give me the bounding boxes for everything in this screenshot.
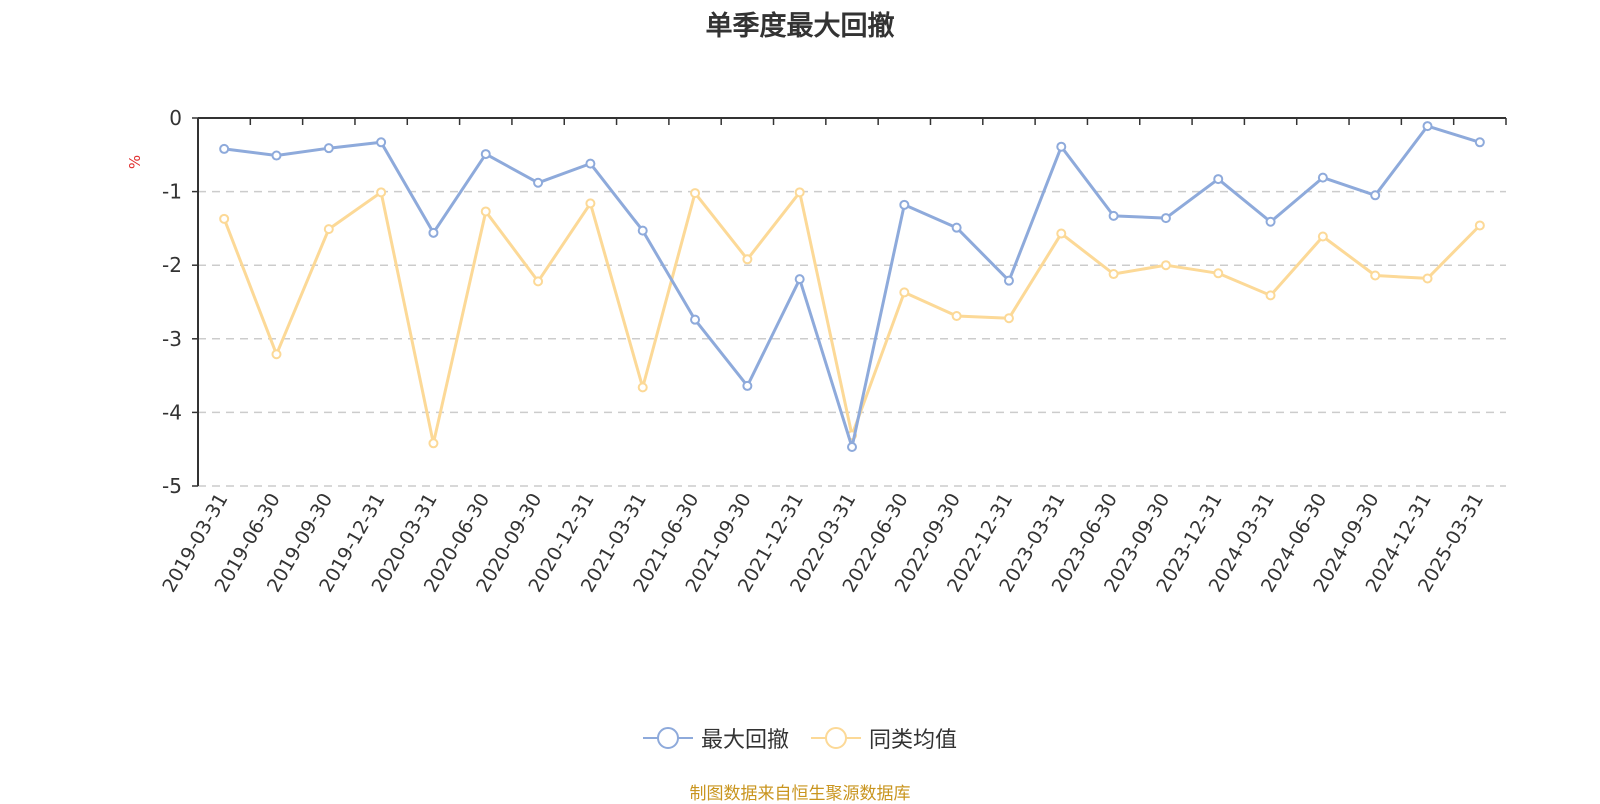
source-note: 制图数据来自恒生聚源数据库 (689, 784, 911, 804)
data-point-series-0[interactable] (219, 143, 230, 154)
data-point-series-0[interactable] (1317, 172, 1328, 183)
data-point-series-1[interactable] (533, 276, 544, 287)
data-point-series-1[interactable] (271, 349, 282, 360)
data-point-series-1[interactable] (585, 198, 596, 209)
data-point-series-1[interactable] (1056, 228, 1067, 239)
data-point-series-1[interactable] (951, 310, 962, 321)
data-point-series-0[interactable] (428, 227, 439, 238)
data-point-series-1[interactable] (899, 287, 910, 298)
data-point-series-1[interactable] (1265, 290, 1276, 301)
data-point-series-0[interactable] (376, 137, 387, 148)
data-point-series-1[interactable] (794, 187, 805, 198)
data-point-series-1[interactable] (1422, 273, 1433, 284)
series-line-0 (224, 124, 1481, 449)
data-point-series-0[interactable] (480, 149, 491, 160)
data-point-series-0[interactable] (1265, 216, 1276, 227)
data-point-series-1[interactable] (742, 254, 753, 265)
data-point-series-1[interactable] (1317, 231, 1328, 242)
data-point-series-1[interactable] (1370, 270, 1381, 281)
data-point-series-0[interactable] (899, 199, 910, 210)
legend: 最大回撤 同类均值 (0, 722, 1600, 754)
y-tick-label: 0 (169, 106, 182, 130)
data-point-series-1[interactable] (1003, 313, 1014, 324)
data-point-series-0[interactable] (951, 222, 962, 233)
y-tick-label: -3 (162, 327, 182, 351)
data-point-series-0[interactable] (1108, 210, 1119, 221)
data-point-series-0[interactable] (637, 225, 648, 236)
data-point-series-0[interactable] (1160, 213, 1171, 224)
data-point-series-1[interactable] (637, 382, 648, 393)
data-point-series-1[interactable] (1108, 269, 1119, 280)
data-point-series-0[interactable] (1056, 141, 1067, 152)
grid-lines (198, 190, 1506, 487)
data-point-series-0[interactable] (1213, 174, 1224, 185)
legend-label-series-0: 最大回撤 (700, 728, 789, 753)
data-point-series-1[interactable] (1160, 260, 1171, 271)
data-point-series-1[interactable] (480, 206, 491, 217)
data-point-series-0[interactable] (271, 150, 282, 161)
chart-title: 单季度最大回撤 (705, 11, 895, 42)
data-point-series-1[interactable] (376, 187, 387, 198)
data-point-series-0[interactable] (533, 177, 544, 188)
series-line-1 (222, 190, 1481, 445)
data-point-series-1[interactable] (1474, 220, 1485, 231)
data-point-series-0[interactable] (742, 380, 753, 391)
legend-marker-series-1-icon (811, 727, 861, 749)
y-tick-label: -1 (162, 180, 182, 204)
data-point-series-0[interactable] (847, 441, 857, 452)
axes (192, 117, 1507, 487)
data-point-series-1[interactable] (219, 213, 230, 224)
y-tick-label: -2 (162, 253, 182, 277)
data-point-series-1[interactable] (1213, 268, 1224, 279)
data-point-series-0[interactable] (1422, 121, 1433, 132)
data-point-series-0[interactable] (585, 158, 596, 169)
y-tick-label: -5 (162, 474, 182, 498)
data-point-series-0[interactable] (690, 314, 701, 325)
data-point-series-1[interactable] (690, 188, 701, 199)
series-lines (219, 121, 1485, 452)
x-axis-tick-labels: 2019-03-312019-06-302019-09-302019-12-31… (158, 489, 1488, 596)
legend-item-series-1[interactable]: 同类均值 (811, 722, 957, 754)
y-axis-tick-labels: 0 -1 -2 -3 -4 -5 (162, 106, 182, 498)
y-tick-label: -4 (162, 400, 182, 424)
legend-marker-series-0-icon (642, 727, 693, 749)
legend-item-series-0[interactable]: 最大回撤 (642, 722, 789, 754)
data-point-series-0[interactable] (1370, 190, 1381, 201)
data-point-series-0[interactable] (1474, 137, 1485, 148)
data-point-series-1[interactable] (323, 224, 334, 235)
data-point-series-0[interactable] (323, 143, 334, 154)
data-point-series-0[interactable] (794, 274, 805, 285)
legend-label-series-1: 同类均值 (869, 728, 958, 753)
y-axis-unit-label: % (126, 155, 144, 169)
data-point-series-1[interactable] (428, 438, 439, 449)
data-point-series-0[interactable] (1003, 275, 1014, 286)
